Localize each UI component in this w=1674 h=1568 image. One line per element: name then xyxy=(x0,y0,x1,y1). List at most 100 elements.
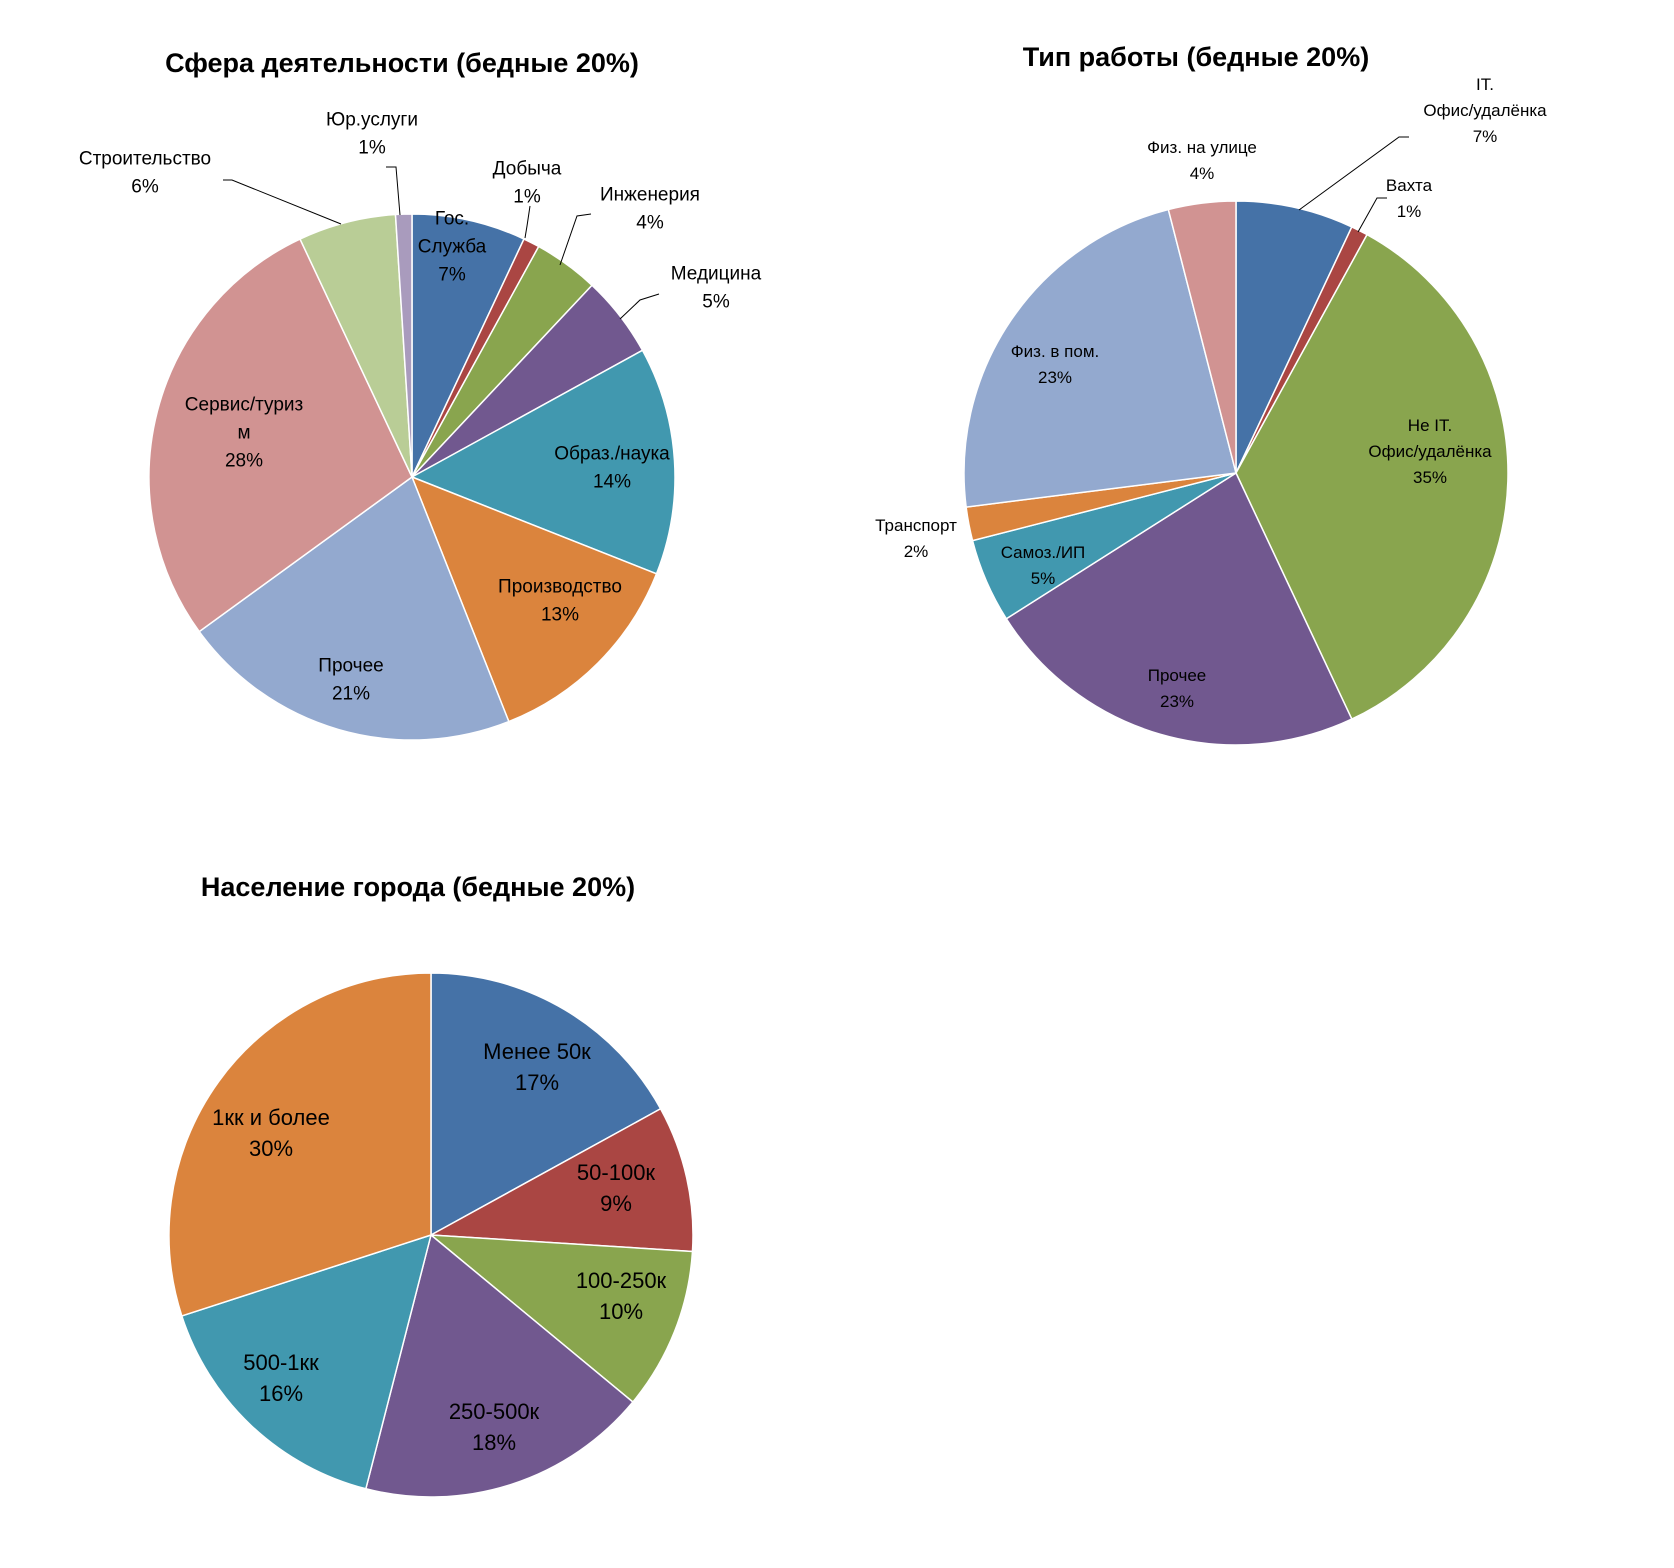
slice-label: Физ. на улице 4% xyxy=(1147,138,1257,183)
slice-percent: 4% xyxy=(636,213,664,234)
slice-name: Офис/удалёнка xyxy=(1423,101,1547,120)
slice-labels: Менее 50к 17% 50-100к 9% 100-250к 10% 250-500к… xyxy=(212,1039,666,1455)
slice-label: Вахта 1% xyxy=(1386,176,1433,221)
slice-percent: 5% xyxy=(702,292,730,313)
pie-slice-3 xyxy=(1235,233,1509,721)
slice-percent: 23% xyxy=(1160,692,1194,711)
leader-line xyxy=(559,213,592,266)
pie-slice-8 xyxy=(1167,200,1237,474)
slice-percent: 35% xyxy=(1413,468,1447,487)
leader-line xyxy=(223,179,342,225)
slice-percent: 16% xyxy=(259,1381,303,1406)
slice-label: Не IT. Офис/удалёнка 35% xyxy=(1368,416,1492,487)
slice-name: Самоз./ИП xyxy=(1001,543,1086,562)
slice-percent: 17% xyxy=(515,1070,559,1095)
slice-label: 500-1кк 16% xyxy=(243,1350,319,1406)
slice-label: Образ./наука 14% xyxy=(554,444,670,493)
chart-activity-sphere: Сфера деятельности (бедные 20%) Гос. Служ… xyxy=(79,48,762,741)
slice-name: 50-100к xyxy=(577,1160,656,1185)
pie-slice-1 xyxy=(411,213,525,478)
slice-name: Прочее xyxy=(318,656,383,677)
chart-title: Тип работы (бедные 20%) xyxy=(1023,42,1369,72)
pie-slice-5 xyxy=(410,349,676,575)
slice-name: м xyxy=(237,423,250,444)
slice-percent: 6% xyxy=(131,177,159,198)
slice-label: Гос. Служба 7% xyxy=(418,209,487,286)
leader-line xyxy=(386,166,401,216)
slice-name: Физ. в пом. xyxy=(1011,342,1100,361)
slice-name: Гос. xyxy=(435,209,469,230)
slice-name: Образ./наука xyxy=(554,444,670,465)
pie-slice-2 xyxy=(428,1107,694,1253)
slice-label: IT. Офис/удалёнка 7% xyxy=(1423,75,1547,146)
chart-title: Население города (бедные 20%) xyxy=(201,872,635,902)
pie-slice-4 xyxy=(1005,471,1353,746)
slice-name: Не IT. xyxy=(1408,416,1452,435)
slice-percent: 1% xyxy=(358,138,386,159)
pie-slice-8 xyxy=(148,238,413,633)
leader-line xyxy=(524,205,531,239)
slice-label: Производство 13% xyxy=(498,577,622,626)
slice-label: Строительство 6% xyxy=(79,149,211,198)
slice-name: 250-500к xyxy=(449,1399,540,1424)
slice-percent: 23% xyxy=(1038,368,1072,387)
pie-slice-7 xyxy=(963,208,1237,508)
slice-percent: 1% xyxy=(513,187,541,208)
slice-name: Менее 50к xyxy=(483,1039,591,1064)
slice-label: Инженерия 4% xyxy=(600,185,700,234)
slice-name: Медицина xyxy=(671,264,762,285)
slice-percent: 18% xyxy=(472,1430,516,1455)
slice-label: Прочее 23% xyxy=(1148,666,1207,711)
leader-line xyxy=(1298,136,1409,211)
slice-label: Транспорт 2% xyxy=(875,516,957,561)
slice-label: 100-250к 10% xyxy=(576,1268,667,1324)
slice-name: Вахта xyxy=(1386,176,1433,195)
pie-slices xyxy=(963,200,1509,746)
slice-percent: 5% xyxy=(1031,569,1056,588)
slice-label: Менее 50к 17% xyxy=(483,1039,591,1095)
slice-name: Физ. на улице xyxy=(1147,138,1257,157)
slice-label: Самоз./ИП 5% xyxy=(1001,543,1086,588)
pie-slice-6 xyxy=(168,972,432,1317)
leader-line xyxy=(1357,197,1387,233)
chart-work-type: Тип работы (бедные 20%) IT. Офис/удалёнка… xyxy=(875,42,1547,746)
slice-label: Добыча 1% xyxy=(493,159,562,208)
slice-name: Юр.услуги xyxy=(326,110,418,131)
slice-percent: 21% xyxy=(332,684,370,705)
pie-slice-4 xyxy=(364,1233,634,1498)
slice-percent: 9% xyxy=(600,1191,632,1216)
leader-line xyxy=(619,293,660,320)
slice-name: Офис/удалёнка xyxy=(1368,442,1492,461)
slice-percent: 4% xyxy=(1190,164,1215,183)
slice-label: 1кк и более 30% xyxy=(212,1105,330,1161)
slice-label: Юр.услуги 1% xyxy=(326,110,418,159)
slice-label: Сервис/туриз м 28% xyxy=(185,395,303,472)
slice-name: Строительство xyxy=(79,149,211,170)
pie-slice-3 xyxy=(428,1234,694,1404)
slice-name: Прочее xyxy=(1148,666,1207,685)
slice-percent: 14% xyxy=(593,472,631,493)
slice-percent: 28% xyxy=(225,451,263,472)
pie-slice-6 xyxy=(410,475,658,723)
slice-percent: 7% xyxy=(438,265,466,286)
pie-slice-5 xyxy=(180,1233,433,1490)
slice-name: IT. xyxy=(1476,75,1494,94)
slice-label: 50-100к 9% xyxy=(577,1160,656,1216)
slice-labels: Гос. Служба 7% Добыча 1% Инженерия 4% Медицина 5… xyxy=(79,110,762,705)
slice-name: Транспорт xyxy=(875,516,957,535)
pie-slice-7 xyxy=(198,475,510,741)
slice-percent: 1% xyxy=(1397,202,1422,221)
pie-slice-10 xyxy=(394,213,413,478)
slice-name: Сервис/туриз xyxy=(185,395,303,416)
pie-slice-1 xyxy=(1235,200,1353,474)
pie-slice-1 xyxy=(430,972,662,1237)
slice-labels: IT. Офис/удалёнка 7% Вахта 1% Не IT. Офис/удал… xyxy=(875,75,1547,711)
slice-label: Медицина 5% xyxy=(671,264,762,313)
slice-name: Инженерия xyxy=(600,185,700,206)
pie-slices xyxy=(168,972,694,1498)
chart-city-population: Население города (бедные 20%) Менее 50к 1… xyxy=(168,872,694,1498)
slice-name: 1кк и более xyxy=(212,1105,330,1130)
slice-percent: 2% xyxy=(904,542,929,561)
slice-name: 500-1кк xyxy=(243,1350,319,1375)
